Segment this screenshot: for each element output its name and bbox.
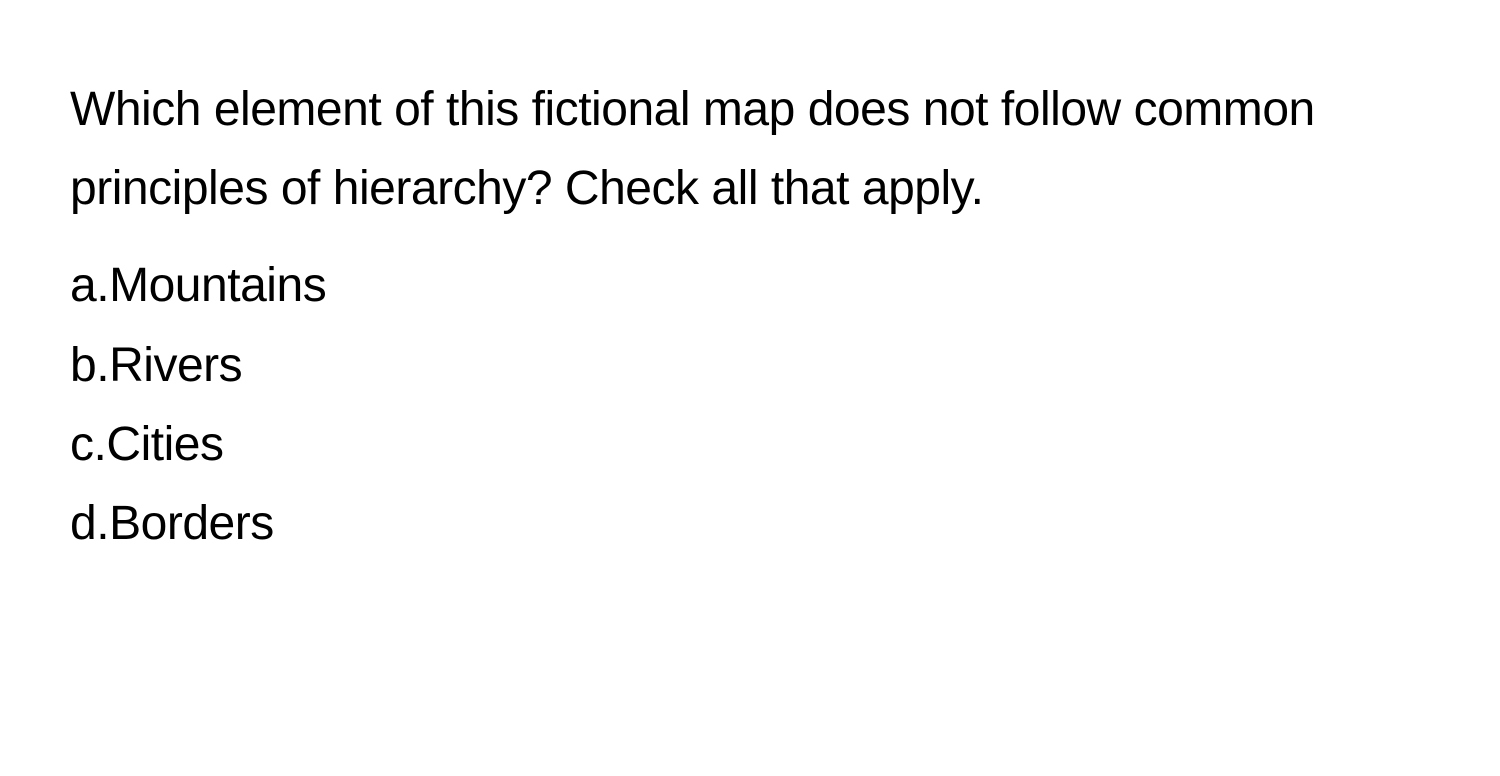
option-d[interactable]: d. Borders <box>70 484 1430 563</box>
option-b[interactable]: b. Rivers <box>70 326 1430 405</box>
option-label: Rivers <box>109 326 242 405</box>
option-letter: b. <box>70 326 109 405</box>
option-letter: c. <box>70 405 106 484</box>
option-c[interactable]: c. Cities <box>70 405 1430 484</box>
option-label: Cities <box>106 405 223 484</box>
options-list: a. Mountains b. Rivers c. Cities d. Bord… <box>70 246 1430 563</box>
option-letter: d. <box>70 484 109 563</box>
question-container: Which element of this fictional map does… <box>0 0 1500 563</box>
option-label: Borders <box>109 484 274 563</box>
question-text: Which element of this fictional map does… <box>70 70 1430 228</box>
option-label: Mountains <box>109 246 326 325</box>
option-a[interactable]: a. Mountains <box>70 246 1430 325</box>
option-letter: a. <box>70 246 109 325</box>
